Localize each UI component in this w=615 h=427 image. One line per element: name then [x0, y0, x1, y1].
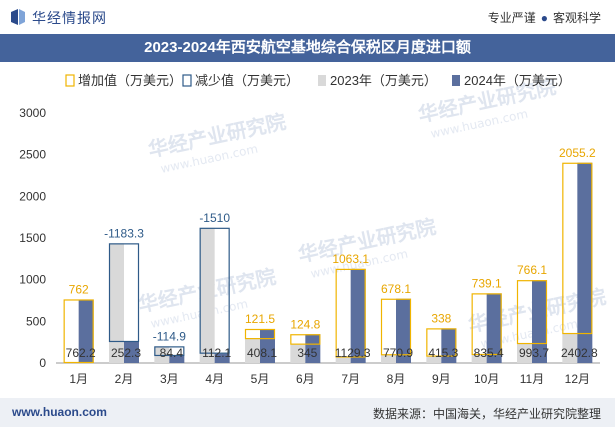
change-label: 2055.2	[559, 146, 596, 160]
increase-box	[63, 299, 94, 364]
value-label-2024: 993.7	[519, 346, 549, 360]
change-label: 1063.1	[332, 252, 369, 266]
bar-2024	[124, 341, 139, 363]
change-label: 739.1	[472, 276, 502, 290]
decrease-box	[108, 243, 140, 343]
site-url: www.huaon.com	[12, 405, 107, 419]
bullet-icon: ●	[540, 11, 548, 25]
y-tick-label: 1000	[19, 273, 46, 287]
value-label-2024: 415.3	[428, 346, 458, 360]
x-tick-label: 12月	[565, 372, 590, 386]
change-label: 121.5	[245, 312, 275, 326]
value-label-2024: 84.4	[160, 346, 184, 360]
change-label: 338	[431, 311, 451, 325]
bar-2023	[199, 227, 215, 363]
chart: 华经产业研究院www.huaon.com华经产业研究院www.huaon.com…	[19, 73, 608, 386]
value-label-2024: 345	[297, 346, 317, 360]
value-label-2024: 835.4	[474, 346, 504, 360]
increase-box	[471, 293, 502, 356]
change-label: -114.9	[153, 329, 186, 343]
value-label-2024: 112.1	[202, 346, 231, 360]
x-tick-label: 10月	[474, 372, 499, 386]
data-source: 数据来源：中国海关，华经产业研究院整理	[372, 407, 601, 421]
value-label-2024: 252.3	[111, 346, 141, 360]
value-label-2024: 1129.3	[335, 346, 371, 360]
y-tick-label: 1500	[19, 231, 46, 245]
value-label-2024: 762.2	[66, 346, 96, 360]
legend-label: 2023年（万美元）	[330, 73, 437, 88]
change-label: -1510	[199, 211, 230, 225]
bar-2024	[486, 293, 502, 363]
bar-2023	[562, 334, 578, 363]
x-tick-label: 4月	[205, 372, 224, 386]
bar-2024	[169, 355, 185, 363]
increase-box	[426, 328, 457, 357]
value-label-2024: 770.9	[383, 346, 413, 360]
x-tick-label: 7月	[341, 372, 360, 386]
legend-swatch	[318, 75, 326, 86]
bar-2023	[381, 355, 396, 363]
y-tick-label: 2000	[19, 189, 46, 203]
decrease-box	[154, 346, 185, 357]
legend-swatch	[182, 74, 192, 87]
bar-2023	[245, 339, 260, 363]
y-tick-label: 2500	[19, 148, 46, 162]
increase-box	[516, 280, 548, 345]
change-label: 766.1	[517, 263, 547, 277]
bar-2024	[260, 328, 275, 363]
legend-label: 2024年（万美元）	[464, 73, 571, 88]
x-tick-label: 2月	[115, 372, 134, 386]
increase-box	[380, 298, 412, 356]
bar-2024	[305, 334, 321, 363]
increase-box	[335, 268, 366, 358]
x-tick-label: 11月	[520, 372, 544, 386]
bar-2023	[109, 243, 124, 363]
tagline: 专业严谨 ● 客观科学	[488, 9, 601, 26]
x-tick-label: 8月	[387, 372, 406, 386]
brand-name: 华经情报网	[32, 10, 107, 26]
legend-label: 增加值（万美元）	[78, 73, 182, 88]
bar-2023	[335, 357, 351, 363]
y-tick-label: 3000	[19, 106, 46, 120]
tagline-left: 专业严谨	[487, 11, 536, 25]
bar-2023	[154, 346, 170, 363]
y-tick-label: 0	[39, 356, 46, 370]
bar-2024	[396, 298, 411, 363]
value-label-2024: 2402.8	[561, 346, 598, 360]
change-label: 124.8	[290, 317, 320, 331]
bar-2023	[471, 354, 487, 363]
chart-title: 2023-2024年西安航空基地综合保税区月度进口额	[0, 34, 615, 62]
bar-2023	[426, 356, 442, 363]
bar-2024	[532, 280, 547, 363]
tagline-right: 客观科学	[552, 11, 601, 25]
bar-2024	[441, 328, 457, 363]
change-label: -1183.3	[104, 226, 144, 240]
y-tick-label: 500	[26, 314, 46, 328]
change-label: 762	[69, 282, 89, 296]
legend-swatch	[65, 74, 75, 87]
increase-box	[244, 328, 276, 340]
x-tick-label: 3月	[160, 372, 179, 386]
x-tick-label: 6月	[296, 372, 315, 386]
footer: www.huaon.com 数据来源：中国海关，华经产业研究院整理	[0, 398, 615, 427]
legend-swatch	[452, 75, 460, 86]
logo-icon	[11, 9, 25, 25]
bar-2024	[78, 299, 94, 363]
increase-box	[290, 334, 321, 345]
value-label-2024: 408.1	[247, 346, 277, 360]
bar-2023	[517, 344, 532, 363]
bar-2024	[577, 162, 593, 363]
top-bar: 华经情报网 专业严谨 ● 客观科学	[0, 0, 615, 34]
bar-2024	[350, 268, 366, 363]
change-label: 678.1	[381, 282, 411, 296]
x-tick-label: 9月	[432, 372, 451, 386]
bar-2024	[214, 353, 230, 363]
bar-2023	[290, 344, 306, 363]
legend-label: 减少值（万美元）	[195, 73, 299, 88]
decrease-box	[199, 227, 230, 354]
x-tick-label: 1月	[69, 372, 88, 386]
increase-box	[562, 162, 593, 335]
x-tick-label: 5月	[251, 372, 270, 386]
